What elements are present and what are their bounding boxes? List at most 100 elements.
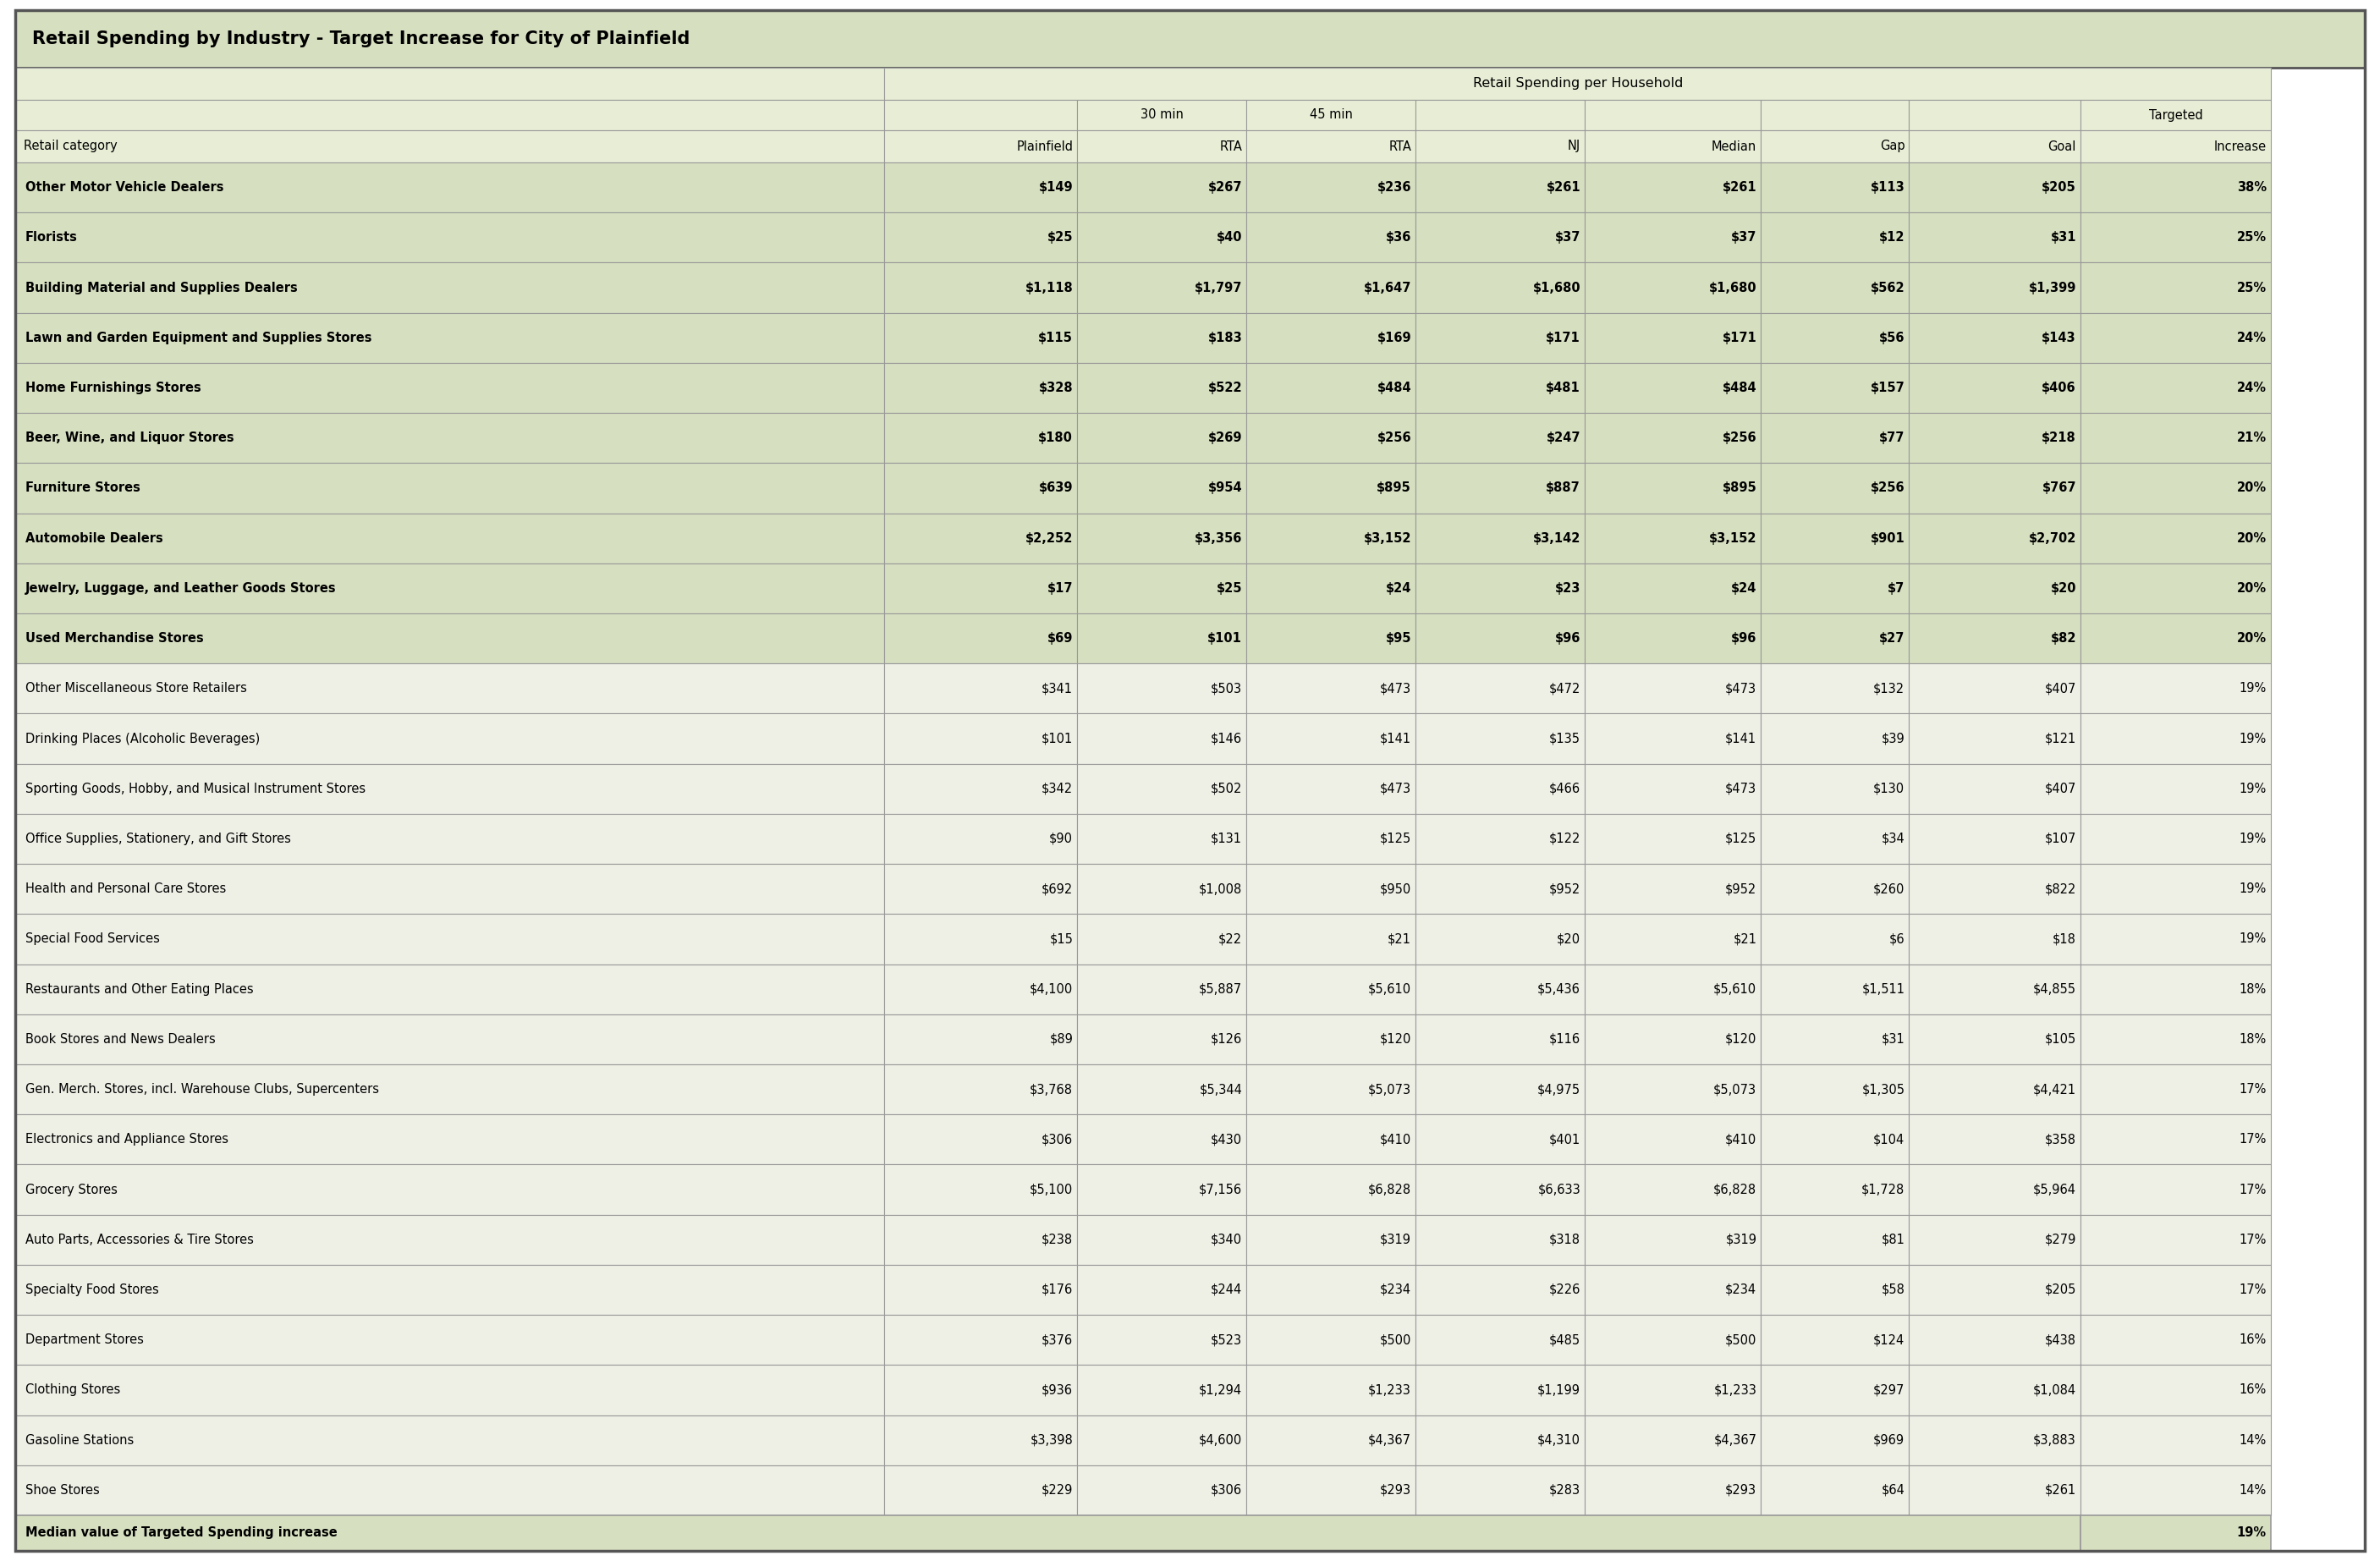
- Text: $340: $340: [1211, 1233, 1242, 1246]
- Bar: [2080, 1364, 2271, 1416]
- Text: $5,610: $5,610: [1714, 983, 1756, 996]
- Text: $205: $205: [2044, 1283, 2075, 1296]
- Text: $1,728: $1,728: [1861, 1183, 1904, 1196]
- Bar: [1585, 1364, 1761, 1416]
- Text: Home Furnishings Stores: Home Furnishings Stores: [26, 381, 202, 395]
- Text: Other Motor Vehicle Dealers: Other Motor Vehicle Dealers: [26, 181, 224, 194]
- Text: $96: $96: [1730, 632, 1756, 645]
- Bar: [1909, 162, 2080, 212]
- Text: $5,073: $5,073: [1714, 1083, 1756, 1096]
- Text: 30 min: 30 min: [1140, 109, 1183, 122]
- Bar: [1247, 130, 1416, 162]
- Text: $279: $279: [2044, 1233, 2075, 1246]
- Bar: [1078, 1416, 1247, 1466]
- Text: $15: $15: [1050, 933, 1073, 946]
- Text: $297: $297: [1873, 1383, 1904, 1397]
- Bar: [1761, 1314, 1909, 1364]
- Text: $473: $473: [1380, 682, 1411, 695]
- Text: Gap: Gap: [1880, 140, 1904, 153]
- Bar: [1247, 514, 1416, 564]
- Text: Clothing Stores: Clothing Stores: [26, 1383, 121, 1397]
- Text: Office Supplies, Stationery, and Gift Stores: Office Supplies, Stationery, and Gift St…: [26, 832, 290, 845]
- Bar: [1078, 1466, 1247, 1516]
- Text: $176: $176: [1042, 1283, 1073, 1296]
- Text: $115: $115: [1038, 331, 1073, 343]
- Text: $101: $101: [1042, 732, 1073, 745]
- Bar: [1761, 915, 1909, 965]
- Bar: [1078, 1115, 1247, 1165]
- Text: $1,399: $1,399: [2028, 281, 2075, 293]
- Text: $101: $101: [1207, 632, 1242, 645]
- Bar: [14, 312, 885, 362]
- Bar: [14, 713, 885, 763]
- Text: 14%: 14%: [2240, 1485, 2266, 1497]
- Text: $261: $261: [2044, 1485, 2075, 1497]
- Text: $236: $236: [1378, 181, 1411, 194]
- Text: Retail category: Retail category: [24, 140, 117, 153]
- Bar: [1909, 362, 2080, 414]
- Bar: [1585, 100, 1761, 130]
- Text: 14%: 14%: [2240, 1435, 2266, 1447]
- Bar: [14, 613, 885, 663]
- Bar: [885, 212, 1078, 262]
- Bar: [1416, 312, 1585, 362]
- Text: Florists: Florists: [26, 231, 79, 244]
- Text: $3,152: $3,152: [1709, 532, 1756, 545]
- Text: $261: $261: [1723, 181, 1756, 194]
- Text: $500: $500: [1726, 1333, 1756, 1346]
- Text: $473: $473: [1726, 782, 1756, 795]
- Text: $969: $969: [1873, 1435, 1904, 1447]
- Bar: [1247, 713, 1416, 763]
- Bar: [2080, 613, 2271, 663]
- Bar: [2080, 663, 2271, 713]
- Bar: [1416, 663, 1585, 713]
- Bar: [2080, 1115, 2271, 1165]
- Text: $77: $77: [1880, 432, 1904, 445]
- Bar: [885, 564, 1078, 613]
- Text: $500: $500: [1380, 1333, 1411, 1346]
- Text: $247: $247: [1547, 432, 1580, 445]
- Text: $3,142: $3,142: [1533, 532, 1580, 545]
- Bar: [1247, 763, 1416, 813]
- Text: $95: $95: [1385, 632, 1411, 645]
- Text: $4,100: $4,100: [1031, 983, 1073, 996]
- Text: Electronics and Appliance Stores: Electronics and Appliance Stores: [26, 1133, 228, 1146]
- Text: $4,855: $4,855: [2033, 983, 2075, 996]
- Text: $20: $20: [2052, 582, 2075, 595]
- Bar: [1585, 915, 1761, 965]
- Text: $293: $293: [1726, 1485, 1756, 1497]
- Text: $639: $639: [1038, 482, 1073, 495]
- Bar: [1909, 262, 2080, 312]
- Bar: [885, 965, 1078, 1015]
- Text: $64: $64: [1880, 1485, 1904, 1497]
- Bar: [1909, 1165, 2080, 1214]
- Bar: [2080, 813, 2271, 863]
- Text: $5,344: $5,344: [1200, 1083, 1242, 1096]
- Bar: [885, 514, 1078, 564]
- Text: $125: $125: [1726, 832, 1756, 845]
- Text: 24%: 24%: [2237, 331, 2266, 343]
- Bar: [1247, 312, 1416, 362]
- Text: $120: $120: [1380, 1033, 1411, 1046]
- Bar: [1585, 1015, 1761, 1065]
- Text: $58: $58: [1880, 1283, 1904, 1296]
- Text: $5,100: $5,100: [1031, 1183, 1073, 1196]
- Bar: [1585, 1115, 1761, 1165]
- Text: Other Miscellaneous Store Retailers: Other Miscellaneous Store Retailers: [26, 682, 248, 695]
- Text: $171: $171: [1547, 331, 1580, 343]
- Text: $5,436: $5,436: [1537, 983, 1580, 996]
- Text: $244: $244: [1211, 1283, 1242, 1296]
- Text: RTA: RTA: [1388, 140, 1411, 153]
- Bar: [14, 915, 885, 965]
- Bar: [885, 1165, 1078, 1214]
- Bar: [1078, 362, 1247, 414]
- Bar: [1416, 813, 1585, 863]
- Bar: [1909, 130, 2080, 162]
- Text: 19%: 19%: [2240, 933, 2266, 946]
- Text: 20%: 20%: [2237, 582, 2266, 595]
- Text: Gasoline Stations: Gasoline Stations: [26, 1435, 133, 1447]
- Text: Retail Spending per Household: Retail Spending per Household: [1473, 78, 1683, 91]
- Text: $135: $135: [1549, 732, 1580, 745]
- Text: Health and Personal Care Stores: Health and Personal Care Stores: [26, 882, 226, 896]
- Text: $113: $113: [1871, 181, 1904, 194]
